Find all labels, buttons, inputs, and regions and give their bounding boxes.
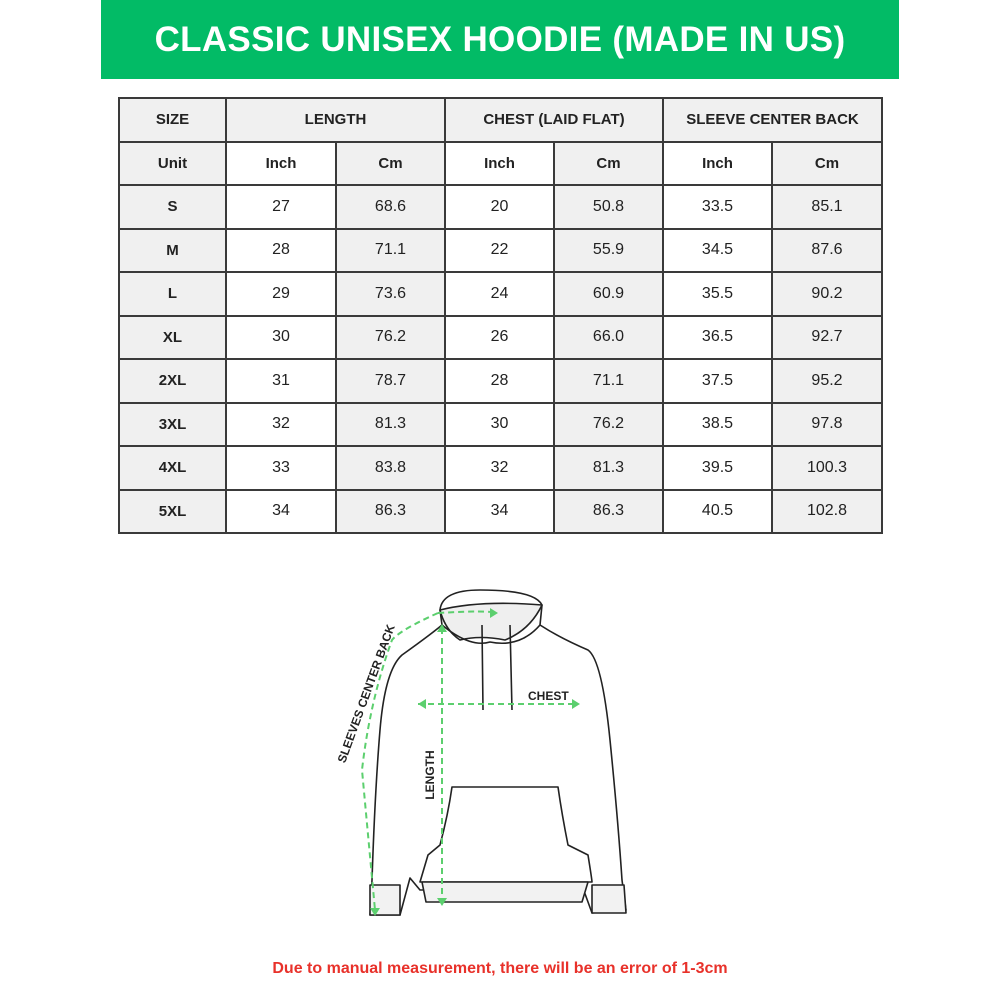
value-cell: 28 (225, 227, 337, 273)
value-cell: 55.9 (553, 227, 664, 273)
measurement-note: Due to manual measurement, there will be… (272, 960, 728, 977)
hoodie-outline (369, 589, 627, 916)
value-cell: 35.5 (662, 271, 773, 317)
hoodie-diagram: CHEST LENGTH SLEEVES CENTER BACK (335, 589, 627, 916)
unit-row: Unit Inch Cm Inch Cm Inch Cm (118, 140, 883, 186)
value-cell: 30 (225, 314, 337, 360)
value-cell: 36.5 (662, 314, 773, 360)
value-cell: 30 (444, 401, 555, 447)
value-cell: 22 (444, 227, 555, 273)
size-cell: 4XL (118, 445, 227, 491)
value-cell: 92.7 (771, 314, 883, 360)
value-cell: 90.2 (771, 271, 883, 317)
value-cell: 73.6 (335, 271, 446, 317)
value-cell: 32 (225, 401, 337, 447)
value-cell: 68.6 (335, 184, 446, 230)
value-cell: 60.9 (553, 271, 664, 317)
value-cell: 34.5 (662, 227, 773, 273)
value-cell: 81.3 (335, 401, 446, 447)
unit-cell: Cm (771, 140, 883, 186)
value-cell: 86.3 (553, 488, 664, 534)
value-cell: 26 (444, 314, 555, 360)
value-cell: 28 (444, 358, 555, 404)
table-row: 3XL 32 81.3 30 76.2 38.5 97.8 (118, 401, 883, 447)
value-cell: 20 (444, 184, 555, 230)
size-cell: S (118, 184, 227, 230)
size-cell: 2XL (118, 358, 227, 404)
size-cell: XL (118, 314, 227, 360)
value-cell: 50.8 (553, 184, 664, 230)
arrowheads (370, 608, 580, 916)
size-cell: M (118, 227, 227, 273)
page-title: CLASSIC UNISEX HOODIE (MADE IN US) (154, 19, 846, 59)
table-row: M 28 71.1 22 55.9 34.5 87.6 (118, 227, 883, 273)
unit-cell: Inch (662, 140, 773, 186)
value-cell: 97.8 (771, 401, 883, 447)
size-cell: L (118, 271, 227, 317)
value-cell: 34 (444, 488, 555, 534)
table-row: S 27 68.6 20 50.8 33.5 85.1 (118, 184, 883, 230)
value-cell: 102.8 (771, 488, 883, 534)
unit-cell: Cm (335, 140, 446, 186)
header-sleeve: SLEEVE CENTER BACK (662, 97, 883, 143)
value-cell: 27 (225, 184, 337, 230)
value-cell: 78.7 (335, 358, 446, 404)
value-cell: 24 (444, 271, 555, 317)
value-cell: 34 (225, 488, 337, 534)
value-cell: 95.2 (771, 358, 883, 404)
value-cell: 71.1 (335, 227, 446, 273)
value-cell: 37.5 (662, 358, 773, 404)
header-length: LENGTH (225, 97, 446, 143)
value-cell: 40.5 (662, 488, 773, 534)
value-cell: 32 (444, 445, 555, 491)
size-chart-table: SIZE LENGTH CHEST (LAID FLAT) SLEEVE CEN… (118, 97, 883, 534)
table-row: 5XL 34 86.3 34 86.3 40.5 102.8 (118, 488, 883, 534)
value-cell: 87.6 (771, 227, 883, 273)
table-row: 4XL 33 83.8 32 81.3 39.5 100.3 (118, 445, 883, 491)
value-cell: 83.8 (335, 445, 446, 491)
value-cell: 29 (225, 271, 337, 317)
unit-cell: Inch (225, 140, 337, 186)
unit-cell: Cm (553, 140, 664, 186)
group-header-row: SIZE LENGTH CHEST (LAID FLAT) SLEEVE CEN… (118, 97, 883, 143)
value-cell: 66.0 (553, 314, 664, 360)
length-label: LENGTH (423, 750, 437, 799)
title-banner: CLASSIC UNISEX HOODIE (MADE IN US) (101, 0, 899, 79)
value-cell: 81.3 (553, 445, 664, 491)
value-cell: 100.3 (771, 445, 883, 491)
value-cell: 76.2 (553, 401, 664, 447)
value-cell: 76.2 (335, 314, 446, 360)
unit-cell: Unit (118, 140, 227, 186)
table-row: 2XL 31 78.7 28 71.1 37.5 95.2 (118, 358, 883, 404)
size-cell: 3XL (118, 401, 227, 447)
value-cell: 33.5 (662, 184, 773, 230)
value-cell: 71.1 (553, 358, 664, 404)
unit-cell: Inch (444, 140, 555, 186)
value-cell: 86.3 (335, 488, 446, 534)
header-chest: CHEST (LAID FLAT) (444, 97, 664, 143)
value-cell: 33 (225, 445, 337, 491)
table-row: XL 30 76.2 26 66.0 36.5 92.7 (118, 314, 883, 360)
table-row: L 29 73.6 24 60.9 35.5 90.2 (118, 271, 883, 317)
value-cell: 38.5 (662, 401, 773, 447)
chest-label: CHEST (528, 689, 569, 703)
size-cell: 5XL (118, 488, 227, 534)
value-cell: 85.1 (771, 184, 883, 230)
value-cell: 31 (225, 358, 337, 404)
value-cell: 39.5 (662, 445, 773, 491)
header-size: SIZE (118, 97, 227, 143)
